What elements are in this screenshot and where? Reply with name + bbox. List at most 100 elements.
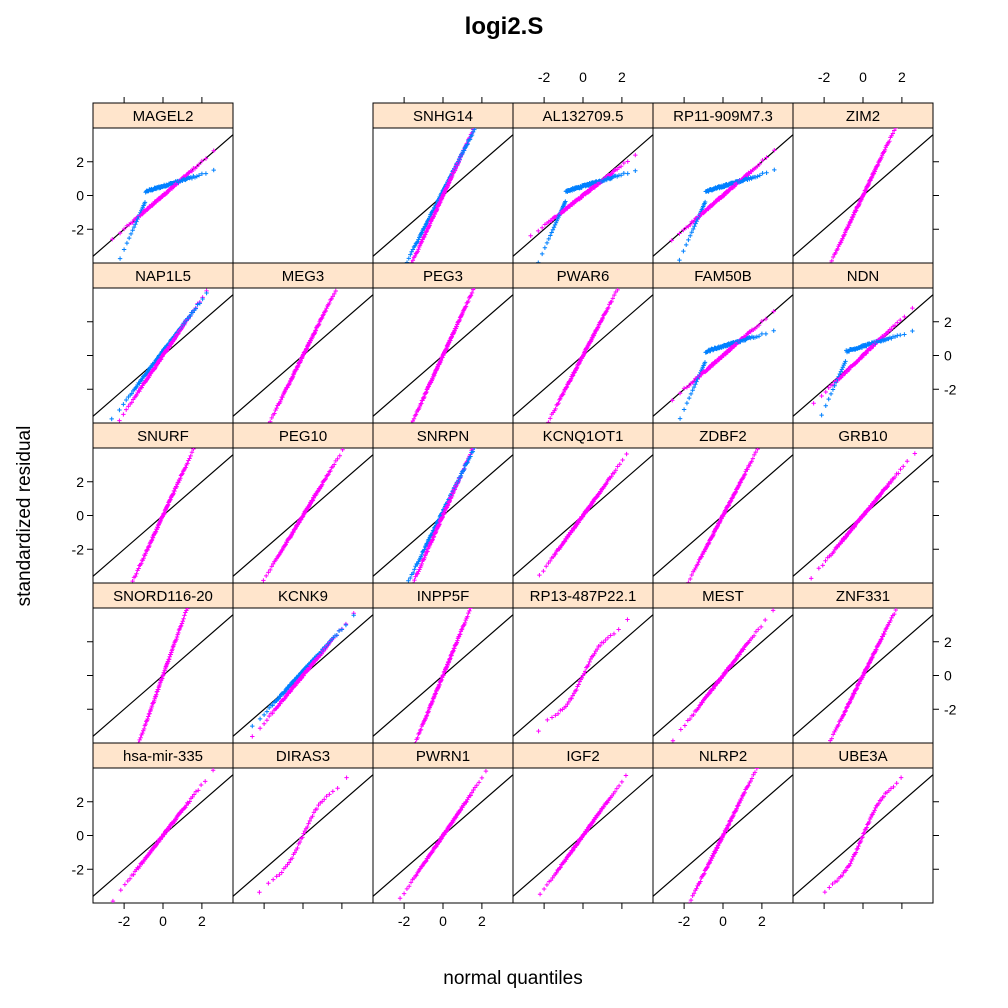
point-series-b <box>423 859 428 864</box>
point-series-a <box>677 257 682 263</box>
point-series-b <box>616 627 621 632</box>
strip-label: RP11-909M7.3 <box>673 108 773 125</box>
point-series-b <box>484 414 488 418</box>
point-series-b <box>418 401 423 407</box>
y-tick-label: 0 <box>944 348 952 364</box>
point-series-b <box>138 735 143 740</box>
strip <box>512 742 654 769</box>
point-series-a <box>539 251 545 257</box>
point-series-b <box>601 640 606 645</box>
point-series-b <box>154 842 159 847</box>
point-series-b <box>889 615 894 621</box>
strip-label: ZNF331 <box>836 588 890 605</box>
point-series-a <box>406 256 411 261</box>
point-series-b <box>670 611 674 615</box>
point-series-b <box>840 713 846 718</box>
strip <box>372 742 514 769</box>
point-series-a <box>124 240 130 246</box>
point-series-b <box>830 254 836 260</box>
point-series-b <box>171 491 176 496</box>
point-series-b <box>910 305 915 311</box>
point-series-b <box>881 794 887 799</box>
point-series-b <box>872 808 877 813</box>
point-series-b <box>466 298 471 304</box>
panel-plot-area <box>93 768 233 903</box>
panel-plot-area <box>653 608 793 743</box>
x-tick-label: 0 <box>719 913 727 929</box>
point-series-b <box>752 770 758 775</box>
point-series-b <box>316 802 321 808</box>
point-series-b <box>579 675 585 681</box>
point-series-b <box>539 225 545 230</box>
point-series-b <box>912 570 916 574</box>
x-tick-label: 0 <box>579 69 587 85</box>
point-series-b <box>327 792 332 797</box>
y-axis-title: standardized residual <box>14 426 35 607</box>
point-series-b <box>165 659 170 665</box>
point-series-b <box>598 489 604 494</box>
point-series-b <box>570 847 576 853</box>
point-series-b <box>326 472 331 477</box>
point-series-b <box>274 874 279 879</box>
point-series-a <box>406 578 411 583</box>
strip-label: SNHG14 <box>413 108 473 125</box>
point-series-b <box>856 843 861 849</box>
point-series-a <box>334 633 340 638</box>
point-series-b <box>458 632 463 637</box>
point-series-b <box>302 828 308 834</box>
point-series-b <box>861 831 866 836</box>
strip <box>652 582 794 609</box>
point-series-a <box>390 613 394 617</box>
strip-label: UBE3A <box>838 748 887 765</box>
point-series-a <box>266 705 272 711</box>
point-series-b <box>870 812 875 817</box>
point-series-b <box>464 799 469 804</box>
point-series-a <box>461 148 467 153</box>
point-series-b <box>462 620 468 626</box>
point-series-b <box>426 709 431 714</box>
point-series-b <box>814 904 818 908</box>
strip-label: IGF2 <box>566 748 599 765</box>
point-series-a <box>892 334 898 340</box>
point-series-a <box>625 171 630 176</box>
point-series-b <box>829 736 834 741</box>
point-series-b <box>178 809 184 815</box>
point-series-b <box>888 786 894 791</box>
panel-plot-area <box>93 608 233 743</box>
point-series-a <box>203 171 209 176</box>
point-series-a <box>126 235 132 241</box>
point-series-a <box>422 547 427 552</box>
x-tick-label: 0 <box>159 913 167 929</box>
point-series-b <box>736 483 741 489</box>
point-series-b <box>839 539 845 544</box>
point-series-b <box>277 872 282 877</box>
point-series-b <box>564 384 570 390</box>
strip-label: SNORD116-20 <box>113 588 213 605</box>
point-series-b <box>493 240 497 244</box>
point-series-b <box>587 659 592 665</box>
point-series-a <box>771 328 776 333</box>
point-series-b <box>614 786 620 791</box>
point-series-b <box>708 858 714 863</box>
panel-ZDBF2: ZDBF2 <box>652 422 794 615</box>
point-series-b <box>396 290 400 294</box>
point-series-b <box>541 568 546 574</box>
point-series-b <box>688 222 693 228</box>
point-series-b <box>893 128 898 131</box>
point-series-b <box>752 452 757 458</box>
point-series-b <box>390 629 394 633</box>
point-series-b <box>860 834 865 840</box>
point-series-b <box>840 373 846 378</box>
point-series-a <box>134 219 139 224</box>
point-series-b <box>605 800 610 805</box>
point-series-b <box>843 868 849 873</box>
point-series-b <box>199 158 205 164</box>
point-series-b <box>742 790 747 795</box>
point-series-b <box>424 714 429 719</box>
point-series-b <box>889 327 894 332</box>
panel-NLRP2: NLRP2 -2 0 2 <box>652 742 794 929</box>
point-series-b <box>811 401 816 406</box>
point-series-b <box>301 831 306 836</box>
point-series-b <box>816 566 822 571</box>
point-series-b <box>868 814 874 820</box>
